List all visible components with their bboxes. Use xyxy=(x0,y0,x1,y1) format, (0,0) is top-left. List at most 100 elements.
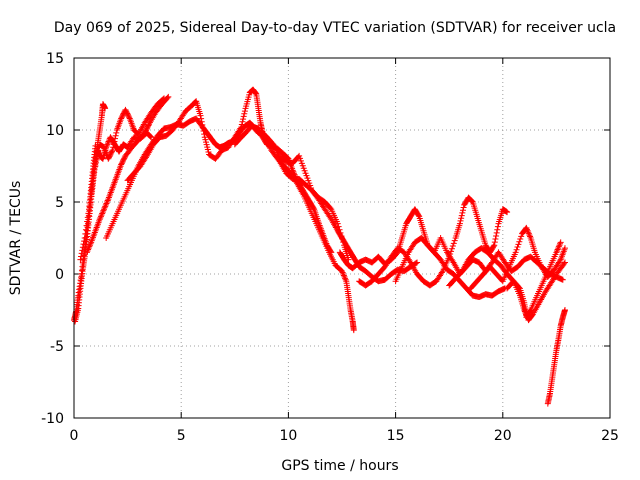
data-point xyxy=(78,253,85,260)
series-arc-04 xyxy=(83,93,172,256)
data-point xyxy=(110,141,117,148)
x-tick-label: 25 xyxy=(601,428,619,444)
data-point xyxy=(102,105,109,112)
y-axis-label: SDTVAR / TECUs xyxy=(8,181,24,296)
data-point xyxy=(561,259,568,266)
data-point xyxy=(146,132,153,139)
y-tick-label: 10 xyxy=(46,123,64,139)
data-point xyxy=(240,113,247,120)
data-point xyxy=(94,153,101,160)
data-point xyxy=(468,197,475,204)
data-point xyxy=(86,242,93,249)
data-point xyxy=(523,226,530,233)
data-point xyxy=(449,243,456,250)
data-point xyxy=(79,247,86,254)
data-point xyxy=(341,273,348,280)
data-point xyxy=(491,239,498,246)
data-point xyxy=(555,243,562,250)
data-point xyxy=(504,209,511,216)
data-point xyxy=(342,275,349,282)
data-point xyxy=(561,260,568,267)
data-point xyxy=(514,244,521,251)
data-point xyxy=(515,241,522,248)
data-point xyxy=(492,236,499,243)
data-point xyxy=(557,240,564,247)
data-point xyxy=(104,199,111,205)
data-point xyxy=(198,118,205,125)
series-arc-11 xyxy=(356,194,511,289)
data-point xyxy=(238,124,245,131)
data-point xyxy=(350,327,357,334)
data-point xyxy=(493,229,500,236)
data-point xyxy=(80,241,87,248)
series-arc-09 xyxy=(276,158,421,285)
data-point xyxy=(112,135,119,142)
data-point xyxy=(342,276,349,283)
data-point xyxy=(521,307,528,313)
data-point xyxy=(554,247,561,254)
data-point xyxy=(142,154,149,161)
data-point xyxy=(512,249,519,256)
data-point xyxy=(494,223,501,230)
data-point xyxy=(102,201,109,208)
data-point xyxy=(85,210,92,217)
data-point xyxy=(327,214,334,221)
data-point xyxy=(161,95,168,102)
data-point xyxy=(339,268,345,275)
data-point xyxy=(525,230,532,237)
data-point xyxy=(78,250,85,257)
data-point xyxy=(87,240,94,247)
data-point xyxy=(449,258,456,265)
data-point xyxy=(82,230,89,237)
data-point xyxy=(239,118,246,125)
data-point xyxy=(561,245,568,252)
axis-tick-labels: 0 5 10 15 20 25 -10 -5 0 5 10 15 xyxy=(41,51,619,444)
series-arc-07 xyxy=(124,86,352,263)
data-point xyxy=(104,197,111,204)
data-point xyxy=(97,213,104,220)
data-point xyxy=(109,147,116,154)
data-point xyxy=(553,249,560,256)
data-point xyxy=(557,239,564,246)
data-point xyxy=(340,272,347,279)
data-point xyxy=(460,204,467,211)
data-point xyxy=(450,240,457,247)
x-tick-label: 15 xyxy=(387,428,405,444)
x-tick-label: 10 xyxy=(279,428,297,444)
data-point xyxy=(99,210,106,217)
data-point xyxy=(197,112,204,119)
data-point xyxy=(147,133,154,140)
data-point xyxy=(240,116,247,123)
data-point xyxy=(99,209,106,216)
data-point xyxy=(413,260,420,267)
data-point xyxy=(521,308,528,315)
data-point xyxy=(198,115,205,122)
data-point xyxy=(111,138,118,145)
data-point xyxy=(113,129,120,136)
data-point xyxy=(523,224,530,231)
data-point xyxy=(200,128,207,135)
data-point xyxy=(81,235,88,241)
data-point xyxy=(556,242,563,249)
data-point xyxy=(494,226,501,233)
data-point xyxy=(340,271,347,277)
data-point xyxy=(103,200,110,207)
series-arc-06 xyxy=(92,95,168,169)
y-tick-label: 0 xyxy=(55,267,64,283)
data-point xyxy=(83,249,90,256)
data-point xyxy=(201,131,208,138)
data-point xyxy=(82,226,89,233)
series-arc-08 xyxy=(231,122,357,334)
series-arc-14 xyxy=(467,224,568,292)
data-point xyxy=(459,207,466,214)
y-tick-label: -5 xyxy=(50,339,64,355)
data-point xyxy=(458,215,465,222)
series-arc-13 xyxy=(446,239,564,321)
data-point xyxy=(458,212,465,219)
plot-frame xyxy=(73,57,611,419)
data-point xyxy=(101,206,108,213)
data-point xyxy=(241,108,248,115)
data-point xyxy=(98,211,105,218)
data-series xyxy=(71,86,568,407)
